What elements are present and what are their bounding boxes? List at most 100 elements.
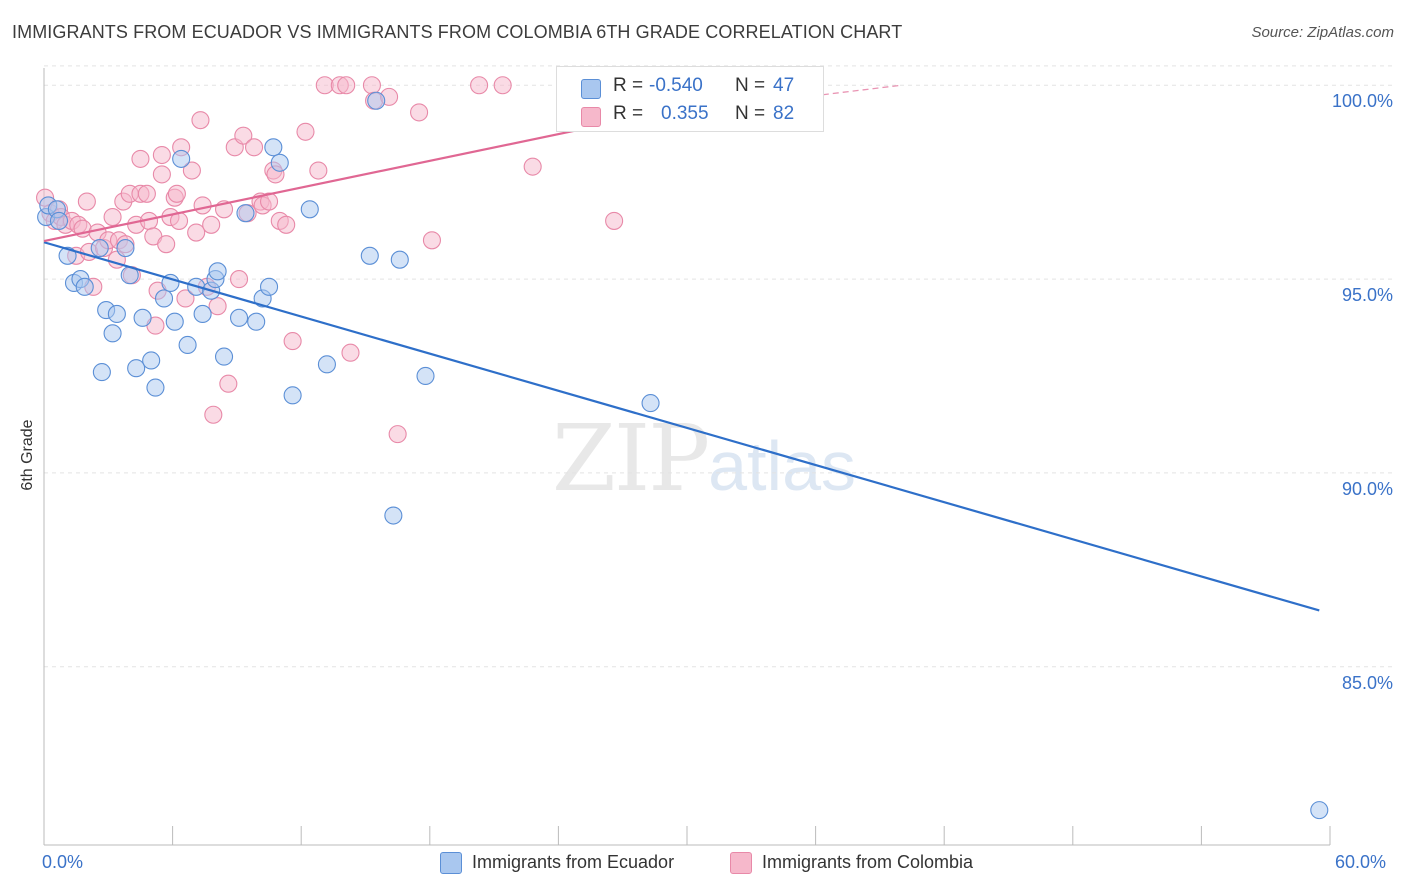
legend-item-colombia[interactable]: Immigrants from Colombia: [730, 852, 974, 875]
colombia-point-10: [77, 192, 96, 211]
ecuador-point-42: [384, 506, 403, 525]
colombia-point-77: [523, 157, 542, 176]
ecuador-trend-line: [43, 241, 1320, 612]
ecuador-point-8: [90, 239, 109, 258]
colombia-point-75: [470, 76, 489, 95]
colombia-point-25: [131, 149, 150, 168]
ecuador-point-28: [208, 262, 227, 281]
ecuador-point-19: [154, 289, 174, 308]
ecuador-point-37: [283, 386, 302, 405]
colombia-point-76: [493, 76, 512, 95]
colombia-point-46: [204, 405, 223, 424]
ecuador-point-13: [116, 239, 135, 258]
stats-legend: R = -0.540 N = 47 R = 0.355 N = 82: [556, 66, 824, 132]
r-label: R =: [613, 75, 644, 96]
colombia-point-73: [410, 103, 429, 122]
ecuador-point-45: [641, 394, 660, 413]
colombia-legend-label: Immigrants from Colombia: [762, 852, 974, 872]
colombia-point-52: [234, 126, 253, 145]
ecuador-point-32: [247, 312, 266, 331]
x-tick-label-min: 0.0%: [42, 852, 84, 872]
colombia-point-41: [187, 223, 206, 242]
ecuador-point-46: [1310, 801, 1329, 820]
ecuador-point-36: [270, 153, 289, 172]
colombia-point-79: [605, 211, 624, 230]
ecuador-point-21: [165, 312, 184, 331]
ecuador-point-18: [146, 378, 165, 397]
ecuador-legend-swatch: [440, 852, 462, 875]
n-value: 47: [773, 75, 795, 96]
colombia-point-65: [315, 76, 334, 95]
ecuador-point-40: [360, 246, 379, 265]
ecuador-point-20: [161, 273, 180, 292]
colombia-point-40: [182, 161, 201, 180]
colombia-point-61: [277, 215, 296, 234]
y-tick-label-95: 95.0%: [1341, 285, 1393, 306]
colombia-point-36: [167, 184, 186, 203]
colombia-swatch: [581, 107, 601, 127]
ecuador-point-11: [103, 324, 122, 343]
colombia-point-72: [388, 425, 407, 444]
ecuador-point-23: [178, 335, 197, 355]
colombia-point-16: [103, 207, 122, 227]
y-tick-label-85: 85.0%: [1341, 672, 1393, 693]
colombia-point-62: [283, 332, 302, 351]
y-tick-label-100: 100.0%: [1331, 91, 1393, 112]
ecuador-point-17: [142, 351, 161, 370]
colombia-point-26: [137, 184, 156, 203]
ecuador-point-15: [127, 359, 146, 378]
ecuador-point-4: [58, 246, 77, 265]
grid-lines: [44, 65, 1394, 668]
y-tick-label-90: 90.0%: [1341, 478, 1393, 499]
colombia-point-51: [229, 270, 249, 289]
colombia-point-31: [152, 145, 171, 165]
ecuador-legend-label: Immigrants from Ecuador: [472, 852, 675, 872]
colombia-point-63: [296, 122, 315, 141]
ecuador-point-7: [75, 277, 94, 296]
colombia-point-33: [157, 235, 176, 254]
ecuador-point-9: [92, 363, 111, 382]
colombia-points: [36, 76, 675, 444]
colombia-legend-swatch: [730, 852, 752, 875]
ecuador-point-41: [367, 91, 386, 110]
chart-title: IMMIGRANTS FROM ECUADOR VS IMMIGRANTS FR…: [12, 22, 903, 42]
n-value: 82: [773, 103, 795, 124]
colombia-point-43: [193, 196, 212, 215]
colombia-point-32: [152, 165, 171, 184]
ecuador-point-30: [229, 308, 249, 327]
ecuador-point-31: [236, 204, 255, 223]
colombia-point-74: [422, 231, 441, 250]
colombia-point-67: [337, 76, 356, 95]
ecuador-point-12: [107, 304, 126, 324]
n-label: N =: [735, 75, 766, 96]
ecuador-point-29: [214, 347, 234, 366]
legend-item-ecuador[interactable]: Immigrants from Ecuador: [440, 852, 675, 875]
colombia-point-42: [191, 111, 210, 130]
stats-row-ecuador: R = -0.540 N = 47: [557, 71, 823, 101]
ecuador-point-22: [172, 149, 191, 168]
colombia-point-47: [208, 297, 227, 316]
colombia-point-54: [244, 138, 264, 157]
ecuador-point-16: [133, 308, 152, 327]
ecuador-point-25: [193, 304, 212, 324]
colombia-point-39: [176, 289, 195, 308]
ecuador-points: [37, 91, 1329, 820]
ecuador-point-38: [300, 200, 319, 219]
watermark-zip: ZIP: [552, 405, 710, 512]
x-tick-label-max: 60.0%: [1335, 852, 1387, 872]
colombia-point-68: [341, 343, 360, 362]
ecuador-point-44: [416, 366, 435, 386]
colombia-point-49: [219, 374, 238, 393]
stats-row-colombia: R = 0.355 N = 82: [557, 99, 823, 129]
ecuador-point-39: [317, 355, 336, 374]
n-label: N =: [735, 103, 766, 124]
colombia-point-57: [259, 192, 279, 211]
ecuador-point-43: [390, 250, 409, 269]
r-value: 0.355: [661, 103, 709, 124]
colombia-point-45: [202, 215, 221, 234]
axes: [43, 68, 1331, 846]
colombia-trend-line: [43, 115, 645, 243]
colombia-point-69: [362, 76, 381, 95]
ecuador-point-35: [264, 138, 283, 157]
